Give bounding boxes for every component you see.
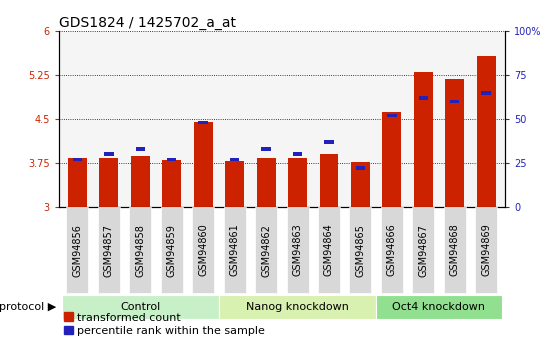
- Bar: [288, 158, 307, 207]
- Bar: [136, 147, 145, 151]
- Text: Control: Control: [120, 302, 161, 312]
- Text: GSM94859: GSM94859: [167, 224, 177, 277]
- Bar: [293, 152, 302, 156]
- Bar: [73, 158, 82, 161]
- Text: GSM94865: GSM94865: [355, 224, 365, 277]
- Bar: [162, 160, 181, 207]
- Text: Oct4 knockdown: Oct4 knockdown: [392, 302, 485, 312]
- Text: GSM94862: GSM94862: [261, 224, 271, 277]
- Bar: [167, 158, 176, 161]
- Text: GSM94857: GSM94857: [104, 224, 114, 277]
- Bar: [199, 121, 208, 125]
- Bar: [355, 166, 365, 170]
- Bar: [418, 96, 428, 100]
- Bar: [477, 56, 496, 207]
- Bar: [482, 91, 491, 95]
- Bar: [351, 162, 370, 207]
- Bar: [450, 99, 459, 104]
- Legend: transformed count, percentile rank within the sample: transformed count, percentile rank withi…: [64, 313, 266, 336]
- Text: protocol ▶: protocol ▶: [0, 302, 56, 312]
- Text: GSM94869: GSM94869: [481, 224, 491, 276]
- Text: GSM94863: GSM94863: [292, 224, 302, 276]
- Bar: [261, 147, 271, 151]
- Bar: [225, 161, 244, 207]
- Bar: [99, 158, 118, 207]
- Text: Nanog knockdown: Nanog knockdown: [246, 302, 349, 312]
- Text: GSM94866: GSM94866: [387, 224, 397, 276]
- Bar: [324, 140, 334, 144]
- Bar: [445, 79, 464, 207]
- Bar: [230, 158, 239, 161]
- Bar: [320, 154, 338, 207]
- Bar: [382, 112, 401, 207]
- Text: GDS1824 / 1425702_a_at: GDS1824 / 1425702_a_at: [59, 16, 235, 30]
- Text: GSM94861: GSM94861: [230, 224, 239, 276]
- Bar: [414, 72, 432, 207]
- Bar: [387, 114, 397, 117]
- Bar: [68, 158, 87, 207]
- Bar: [257, 158, 276, 207]
- Bar: [131, 156, 150, 207]
- Text: GSM94856: GSM94856: [73, 224, 83, 277]
- Text: GSM94868: GSM94868: [450, 224, 460, 276]
- Bar: [104, 152, 114, 156]
- Text: GSM94858: GSM94858: [136, 224, 145, 277]
- Bar: [194, 122, 213, 207]
- Text: GSM94860: GSM94860: [198, 224, 208, 276]
- Text: GSM94864: GSM94864: [324, 224, 334, 276]
- Text: GSM94867: GSM94867: [418, 224, 428, 277]
